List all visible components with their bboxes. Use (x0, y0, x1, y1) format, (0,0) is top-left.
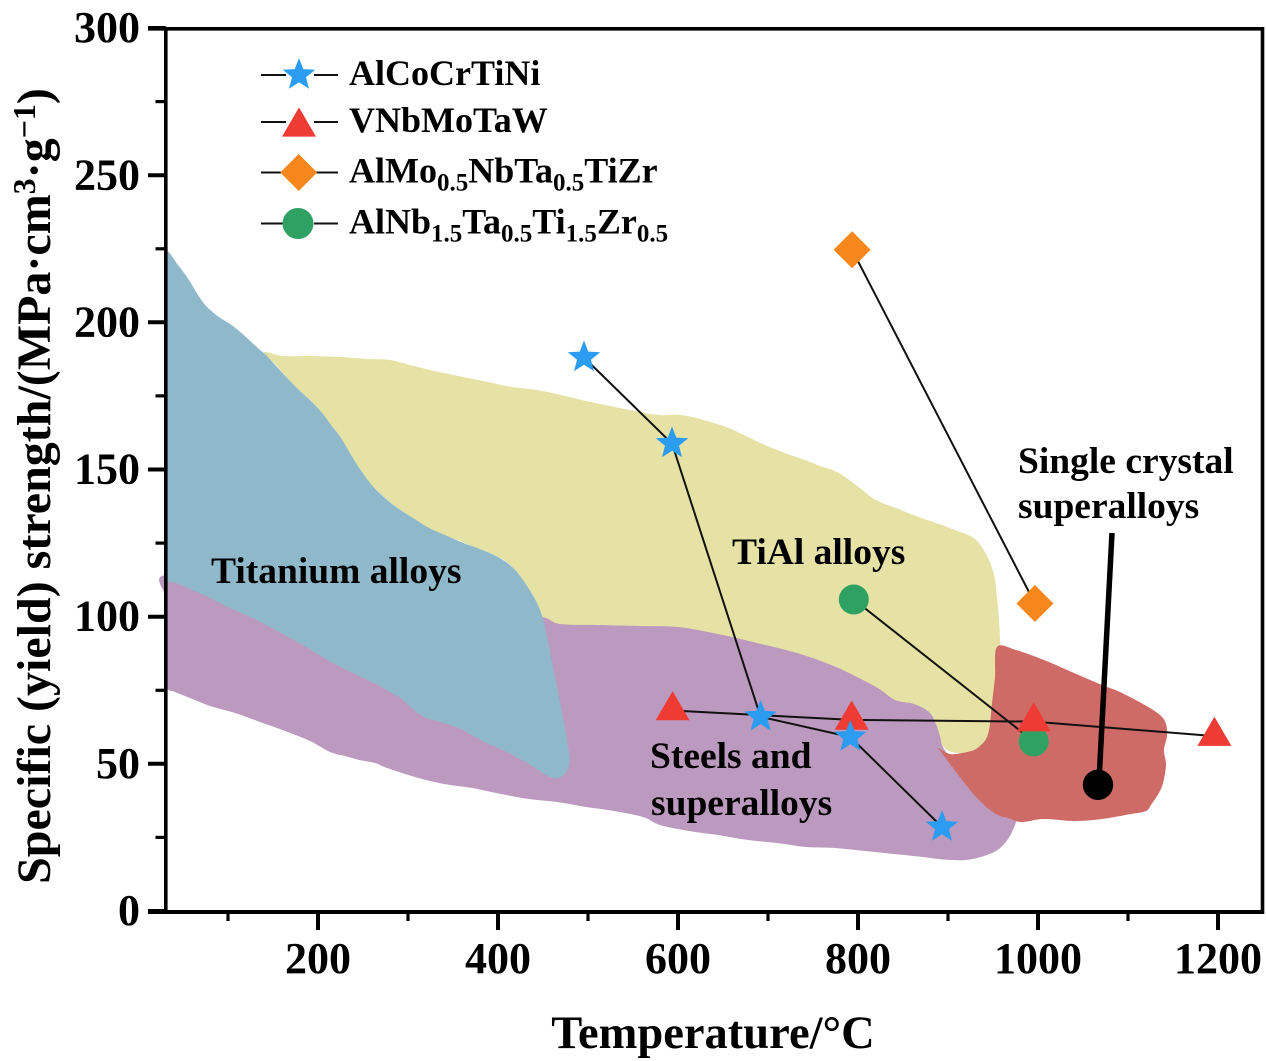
svg-text:TiAl alloys: TiAl alloys (732, 532, 905, 573)
svg-text:100: 100 (74, 592, 140, 641)
svg-text:superalloys: superalloys (651, 783, 832, 824)
svg-text:800: 800 (825, 934, 891, 983)
svg-text:300: 300 (74, 3, 140, 52)
svg-text:200: 200 (74, 297, 140, 346)
svg-text:AlCoCrTiNi: AlCoCrTiNi (349, 53, 540, 93)
svg-text:1200: 1200 (1174, 934, 1262, 983)
svg-text:Steels and: Steels and (650, 736, 812, 777)
svg-text:Single crystal: Single crystal (1018, 441, 1234, 482)
svg-text:200: 200 (285, 934, 351, 983)
svg-text:600: 600 (645, 934, 711, 983)
svg-text:Titanium alloys: Titanium alloys (211, 551, 461, 592)
svg-text:1000: 1000 (994, 934, 1082, 983)
svg-text:AlMo0.5NbTa0.5TiZr: AlMo0.5NbTa0.5TiZr (349, 151, 658, 197)
svg-text:superalloys: superalloys (1018, 486, 1199, 527)
svg-text:Specific (yield) strength/(MPa: Specific (yield) strength/(MPa·cm3·g−1) (6, 88, 61, 884)
svg-text:0: 0 (118, 886, 140, 935)
svg-text:150: 150 (74, 445, 140, 494)
svg-text:AlNb1.5Ta0.5Ti1.5Zr0.5: AlNb1.5Ta0.5Ti1.5Zr0.5 (349, 202, 668, 248)
svg-text:Temperature/°C: Temperature/°C (551, 1008, 874, 1059)
svg-text:50: 50 (96, 739, 140, 788)
svg-text:400: 400 (465, 934, 531, 983)
svg-text:250: 250 (74, 150, 140, 199)
svg-text:VNbMoTaW: VNbMoTaW (349, 100, 548, 140)
